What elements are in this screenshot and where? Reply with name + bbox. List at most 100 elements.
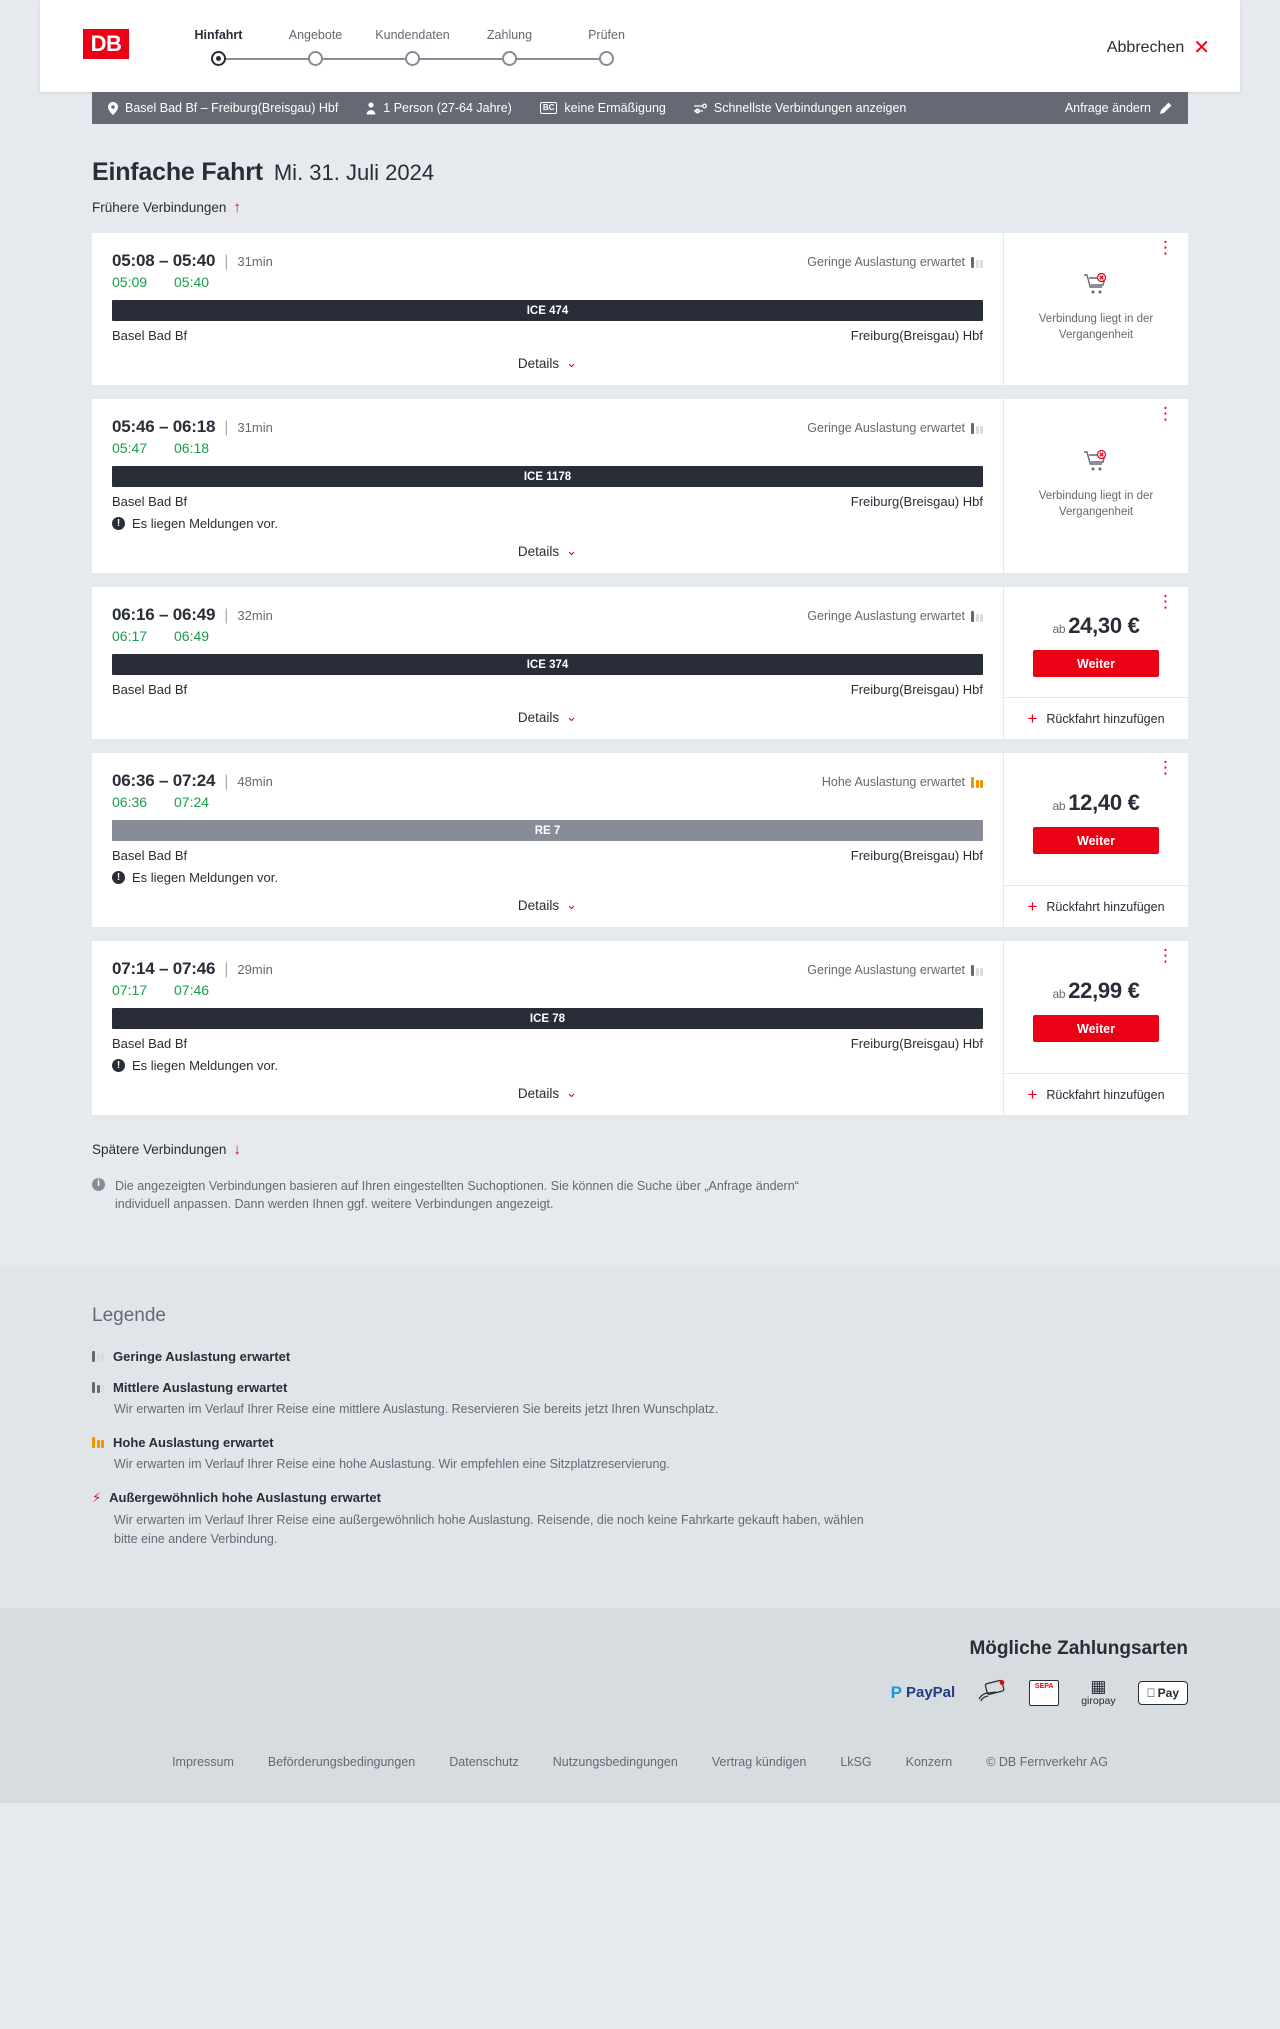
footer-link[interactable]: Impressum <box>172 1755 234 1770</box>
connection-time-row: 06:16 – 06:49 | 32min Geringe Auslastung er… <box>112 605 983 625</box>
actual-departure: 06:36 <box>112 794 148 810</box>
add-return-label: Rückfahrt hinzufügen <box>1046 899 1165 914</box>
step-dot-zahlung[interactable] <box>502 51 517 66</box>
add-return-button[interactable]: + Rückfahrt hinzufügen <box>1004 697 1188 739</box>
price-block: ab 12,40 € Weiter <box>1004 773 1188 885</box>
more-options-icon[interactable]: ⋮ <box>1157 238 1174 257</box>
footer-link[interactable]: Vertrag kündigen <box>711 1755 807 1770</box>
connection-price: ab 22,99 € <box>1052 978 1140 1004</box>
connection-price: ab 24,30 € <box>1052 613 1140 639</box>
connection-times: 06:36 – 07:24 <box>112 771 216 790</box>
occupancy-bars-icon <box>971 610 983 622</box>
continue-button[interactable]: Weiter <box>1033 1015 1159 1043</box>
connection-main: 06:36 – 07:24 | 48min Hohe Auslastung erwar… <box>92 753 1003 927</box>
summary-route[interactable]: Basel Bad Bf – Freiburg(Breisgau) Hbf <box>108 101 338 115</box>
occupancy-text: Hohe Auslastung erwartet <box>821 775 965 789</box>
stepper-track <box>170 48 655 70</box>
step-dot-angebote[interactable] <box>308 51 323 66</box>
details-toggle[interactable]: Details ⌄ <box>112 543 983 565</box>
later-connections-button[interactable]: Spätere Verbindungen ↓ <box>92 1142 241 1157</box>
connection-list: 05:08 – 05:40 | 31min Geringe Auslastung er… <box>92 233 1188 1115</box>
train-number-bar[interactable]: ICE 78 <box>112 1008 983 1029</box>
step-label-zahlung[interactable]: Zahlung <box>486 28 533 42</box>
details-toggle[interactable]: Details ⌄ <box>112 355 983 377</box>
details-label: Details <box>517 897 560 913</box>
footer-links: Impressum Beförderungsbedingungen Datensch… <box>92 1755 1188 1769</box>
connection-card[interactable]: 06:36 – 07:24 | 48min Hohe Auslastung erwar… <box>92 753 1188 927</box>
legend-item-description: Wir erwarten im Verlauf Ihrer Reise eine… <box>114 1402 719 1417</box>
price-prefix: ab <box>1052 799 1066 814</box>
continue-button[interactable]: Weiter <box>1033 827 1159 855</box>
footer-link[interactable]: Nutzungsbedingungen <box>552 1755 678 1770</box>
details-toggle[interactable]: Details ⌄ <box>112 709 983 731</box>
more-options-icon[interactable]: ⋮ <box>1157 758 1174 777</box>
destination-station: Freiburg(Breisgau) Hbf <box>850 682 983 697</box>
more-options-icon[interactable]: ⋮ <box>1157 404 1174 423</box>
occupancy-bars-icon <box>92 1437 104 1448</box>
connection-actual-times: 07:17 07:46 <box>112 982 983 998</box>
occupancy-bars-icon <box>971 422 983 434</box>
details-label: Details <box>517 709 560 725</box>
occupancy-indicator: Geringe Auslastung erwartet <box>807 255 983 269</box>
time-separator: | <box>224 253 229 270</box>
destination-station: Freiburg(Breisgau) Hbf <box>850 848 983 863</box>
connection-side-panel: ⋮ ab 12,40 € Weiter + Rückfahrt hinzufügen <box>1003 753 1188 927</box>
more-options-icon[interactable]: ⋮ <box>1157 946 1174 965</box>
summary-discount[interactable]: BC keine Ermäßigung <box>539 101 666 115</box>
connection-times: 07:14 – 07:46 <box>112 959 216 978</box>
train-number-bar[interactable]: ICE 1178 <box>112 466 983 487</box>
cancel-label: Abbrechen <box>1106 39 1185 56</box>
time-separator: | <box>224 961 229 978</box>
footer-link[interactable]: Beförderungsbedingungen <box>267 1755 416 1770</box>
actual-arrival: 07:24 <box>174 794 210 810</box>
details-label: Details <box>517 355 560 371</box>
occupancy-indicator: Geringe Auslastung erwartet <box>807 963 983 977</box>
past-connection-notice: Verbindung liegt in der Vergangenheit <box>1004 419 1188 573</box>
connection-card[interactable]: 05:08 – 05:40 | 31min Geringe Auslastung er… <box>92 233 1188 385</box>
summary-sort-text: Schnellste Verbindungen anzeigen <box>713 101 907 115</box>
train-number-bar[interactable]: ICE 474 <box>112 300 983 321</box>
legend-title: Legende <box>92 1305 166 1327</box>
actual-departure: 06:17 <box>112 628 148 644</box>
actual-departure: 05:09 <box>112 274 148 290</box>
step-dot-pruefen[interactable] <box>599 51 614 66</box>
actual-arrival: 06:49 <box>174 628 210 644</box>
page-footer: Impressum Beförderungsbedingungen Datensch… <box>0 1733 1280 1804</box>
footer-link[interactable]: Konzern <box>905 1755 953 1770</box>
step-label-pruefen[interactable]: Prüfen <box>588 28 625 42</box>
add-return-label: Rückfahrt hinzufügen <box>1046 711 1165 726</box>
details-toggle[interactable]: Details ⌄ <box>112 897 983 919</box>
footer-link[interactable]: Datenschutz <box>449 1755 519 1770</box>
page-title-date: Mi. 31. Juli 2024 <box>273 160 435 185</box>
summary-passengers[interactable]: 1 Person (27-64 Jahre) <box>366 101 512 115</box>
modify-search-button[interactable]: Anfrage ändern <box>1065 101 1172 115</box>
origin-station: Basel Bad Bf <box>112 848 188 863</box>
connection-time-row: 05:46 – 06:18 | 31min Geringe Auslastung er… <box>112 417 983 437</box>
applepay-icon:  Pay <box>1137 1680 1188 1705</box>
train-number-bar[interactable]: RE 7 <box>112 820 983 841</box>
step-label-hinfahrt[interactable]: Hinfahrt <box>194 28 243 42</box>
chevron-down-icon: ⌄ <box>566 543 578 558</box>
continue-button[interactable]: Weiter <box>1033 650 1159 678</box>
footer-link[interactable]: LkSG <box>840 1755 872 1770</box>
earlier-connections-button[interactable]: Frühere Verbindungen ↑ <box>92 200 241 215</box>
step-label-angebote[interactable]: Angebote <box>288 28 343 42</box>
modify-search-label: Anfrage ändern <box>1064 101 1151 115</box>
add-return-button[interactable]: + Rückfahrt hinzufügen <box>1004 885 1188 927</box>
add-return-button[interactable]: + Rückfahrt hinzufügen <box>1004 1073 1188 1115</box>
step-label-kundendaten[interactable]: Kundendaten <box>375 28 450 42</box>
summary-sort[interactable]: Schnellste Verbindungen anzeigen <box>693 101 907 115</box>
step-dot-kundendaten[interactable] <box>405 51 420 66</box>
train-number-bar[interactable]: ICE 374 <box>112 654 983 675</box>
plus-icon: + <box>1027 1085 1038 1104</box>
occupancy-indicator: Hohe Auslastung erwartet <box>822 775 983 789</box>
connection-card[interactable]: 05:46 – 06:18 | 31min Geringe Auslastung er… <box>92 399 1188 573</box>
connection-card[interactable]: 06:16 – 06:49 | 32min Geringe Auslastung er… <box>92 587 1188 739</box>
connection-duration: 48min <box>237 774 273 789</box>
details-toggle[interactable]: Details ⌄ <box>112 1085 983 1107</box>
cancel-button[interactable]: Abbrechen ✕ <box>1107 38 1210 58</box>
connection-main: 05:08 – 05:40 | 31min Geringe Auslastung er… <box>92 233 1003 385</box>
step-dot-hinfahrt[interactable] <box>211 51 226 66</box>
connection-card[interactable]: 07:14 – 07:46 | 29min Geringe Auslastung er… <box>92 941 1188 1115</box>
more-options-icon[interactable]: ⋮ <box>1157 592 1174 611</box>
